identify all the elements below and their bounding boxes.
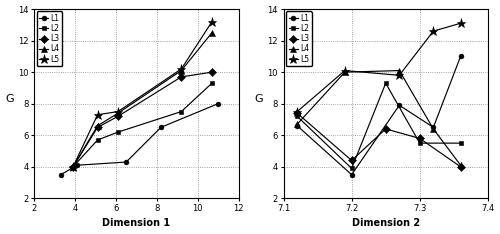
Legend: L1, L2, L3, L4, L5: L1, L2, L3, L4, L5 [36, 11, 62, 66]
Y-axis label: G: G [255, 94, 264, 104]
Y-axis label: G: G [6, 94, 14, 104]
X-axis label: Dimension 2: Dimension 2 [352, 219, 420, 228]
Legend: L1, L2, L3, L4, L5: L1, L2, L3, L4, L5 [286, 11, 312, 66]
X-axis label: Dimension 1: Dimension 1 [102, 219, 170, 228]
